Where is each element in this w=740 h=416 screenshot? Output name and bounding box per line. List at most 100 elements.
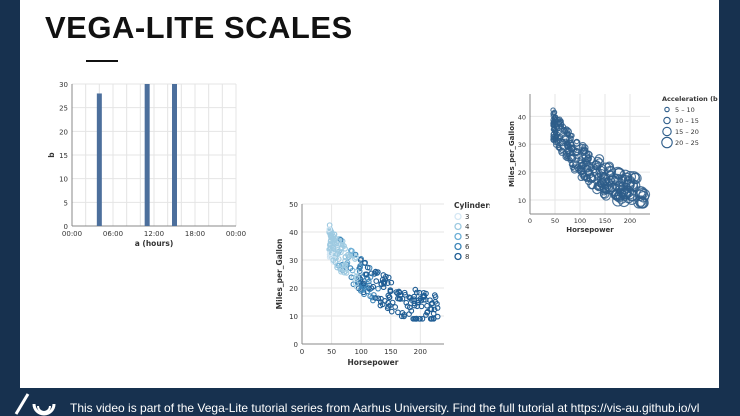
y-tick-label: 40 bbox=[518, 113, 526, 121]
data-point bbox=[358, 286, 365, 293]
data-point bbox=[415, 297, 422, 304]
legend-swatch bbox=[661, 136, 673, 149]
data-point bbox=[347, 265, 354, 272]
data-point bbox=[385, 274, 392, 281]
data-point bbox=[606, 166, 616, 176]
data-point bbox=[564, 131, 570, 137]
data-point bbox=[378, 295, 384, 302]
data-point bbox=[331, 251, 337, 258]
x-tick-label: 00:00 bbox=[62, 230, 82, 238]
data-point bbox=[341, 269, 348, 276]
data-point bbox=[573, 148, 581, 156]
y-tick-label: 40 bbox=[289, 229, 298, 237]
legend-swatch bbox=[454, 232, 462, 241]
x-tick-label: 00:00 bbox=[226, 230, 246, 238]
data-point bbox=[424, 302, 430, 309]
data-point bbox=[375, 295, 382, 302]
x-tick-label: 150 bbox=[599, 217, 611, 225]
data-point bbox=[432, 294, 439, 300]
x-tick-label: 150 bbox=[384, 348, 397, 356]
data-point bbox=[551, 109, 558, 116]
legend-swatch bbox=[454, 222, 462, 231]
legend-label: 5 – 10 bbox=[675, 106, 695, 114]
x-tick-label: 50 bbox=[551, 217, 559, 225]
data-point bbox=[550, 136, 556, 143]
data-point bbox=[334, 244, 341, 251]
data-point bbox=[380, 279, 387, 285]
data-point bbox=[331, 237, 338, 244]
data-point bbox=[430, 310, 437, 317]
legend-label: 3 bbox=[465, 213, 469, 221]
data-point bbox=[353, 268, 360, 275]
data-point bbox=[604, 182, 614, 192]
slide-title: VEGA-LITE SCALES bbox=[45, 10, 353, 45]
data-point bbox=[577, 158, 583, 164]
data-point bbox=[414, 303, 421, 310]
data-point bbox=[339, 242, 346, 248]
data-point bbox=[434, 305, 441, 311]
data-point bbox=[357, 263, 363, 269]
data-point bbox=[337, 266, 343, 272]
data-point bbox=[581, 144, 589, 152]
data-point bbox=[388, 308, 395, 315]
legend-label: 6 bbox=[465, 243, 470, 251]
data-point bbox=[567, 155, 576, 163]
data-point bbox=[620, 174, 632, 187]
data-point bbox=[360, 280, 367, 287]
footer-text: This video is part of the Vega-Lite tuto… bbox=[70, 401, 700, 415]
y-tick-label: 20 bbox=[289, 285, 298, 293]
data-point bbox=[565, 146, 573, 155]
data-point bbox=[413, 289, 420, 296]
data-point bbox=[392, 304, 399, 310]
legend-swatch bbox=[663, 116, 671, 125]
data-point bbox=[580, 173, 589, 181]
data-point bbox=[623, 175, 636, 188]
data-point bbox=[557, 133, 564, 140]
data-point bbox=[336, 262, 342, 269]
y-tick-label: 30 bbox=[59, 81, 68, 89]
bar-chart: 0 5 10 15 20 25 30 00:00 06:00 12:00 18:00 00:00 a (… bbox=[47, 81, 246, 248]
y-tick-label: 30 bbox=[289, 257, 298, 265]
legend-swatch bbox=[664, 106, 670, 113]
data-point bbox=[401, 313, 407, 320]
data-point bbox=[327, 246, 334, 252]
x-axis-title: Horsepower bbox=[566, 226, 614, 234]
y-tick-label: 15 bbox=[59, 152, 68, 160]
acceleration-scatter-panel: 10 20 30 40 0 50 100 150 200 Horsepower Miles_per_… bbox=[490, 86, 718, 236]
bar bbox=[96, 93, 102, 226]
data-point bbox=[412, 286, 419, 293]
data-point bbox=[550, 122, 556, 129]
data-point bbox=[353, 281, 359, 287]
data-point bbox=[338, 268, 344, 275]
data-point bbox=[331, 231, 338, 238]
data-point bbox=[342, 258, 348, 264]
data-point bbox=[367, 293, 374, 300]
data-point bbox=[370, 283, 377, 290]
data-point bbox=[429, 300, 436, 306]
y-axis-title: b bbox=[47, 152, 56, 158]
data-point bbox=[420, 296, 427, 303]
data-point bbox=[626, 193, 638, 205]
data-point bbox=[411, 315, 418, 322]
data-point bbox=[353, 254, 360, 261]
data-point bbox=[413, 315, 420, 322]
data-point bbox=[395, 295, 401, 302]
y-axis-title: Miles_per_Gallon bbox=[508, 121, 516, 187]
data-point bbox=[427, 315, 434, 322]
data-point bbox=[407, 295, 413, 301]
legend-swatch bbox=[454, 252, 462, 261]
data-point bbox=[398, 313, 405, 320]
data-point bbox=[626, 180, 639, 193]
data-point bbox=[411, 302, 418, 309]
y-axis-title: Miles_per_Gallon bbox=[275, 239, 284, 310]
data-point bbox=[555, 144, 562, 151]
data-point bbox=[591, 160, 602, 171]
data-point bbox=[331, 240, 337, 247]
y-tick-label: 10 bbox=[518, 197, 526, 205]
data-point bbox=[611, 189, 623, 201]
data-point bbox=[406, 311, 412, 317]
data-point bbox=[401, 289, 408, 296]
data-point bbox=[598, 173, 610, 186]
y-tick-label: 10 bbox=[59, 176, 68, 184]
legend-label: 5 bbox=[465, 233, 469, 241]
